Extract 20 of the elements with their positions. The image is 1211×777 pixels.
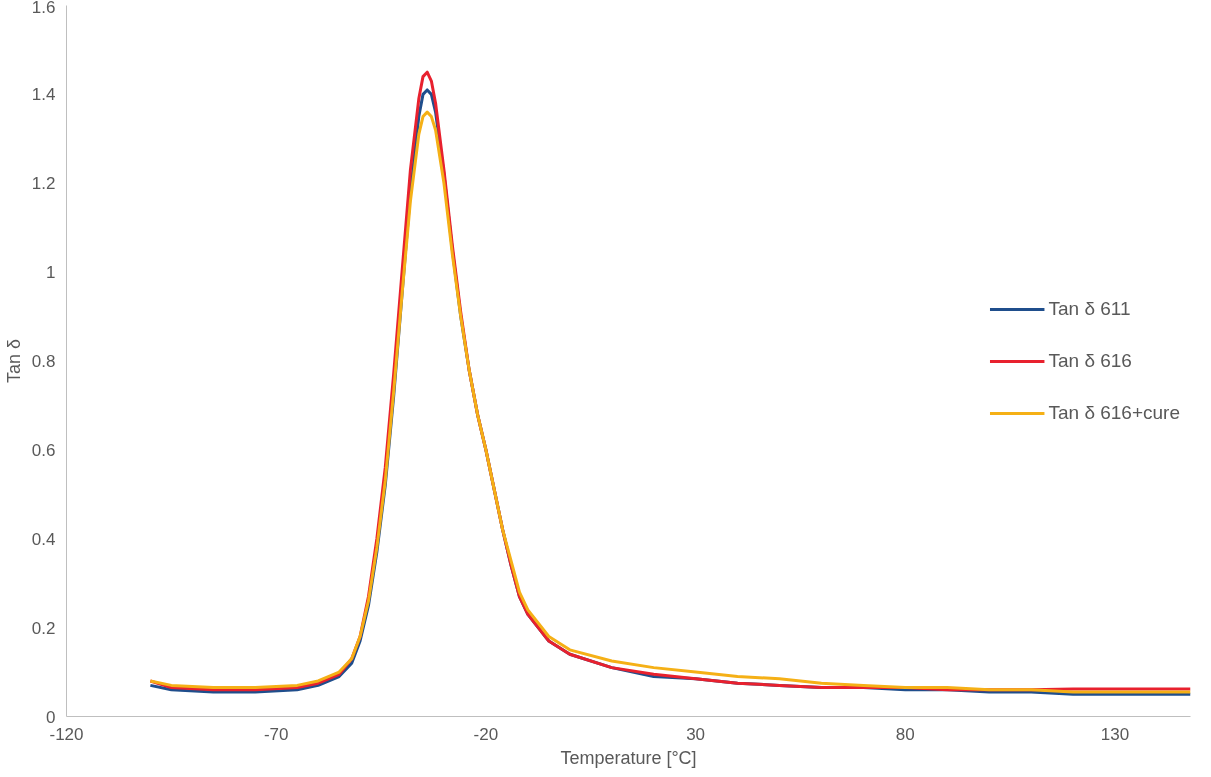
y-axis-title: Tan δ xyxy=(3,338,24,384)
x-tick-label: -70 xyxy=(263,724,289,744)
y-tick-label: 0.4 xyxy=(31,529,56,549)
y-tick-label: 0.8 xyxy=(31,352,56,371)
legend-label: Tan δ 611 xyxy=(1048,297,1131,320)
y-tick-label: 1.4 xyxy=(31,85,56,105)
y-tick-label: 1.2 xyxy=(31,174,56,194)
legend-label: Tan δ 616+cure xyxy=(1048,401,1180,424)
x-tick-label: -20 xyxy=(473,724,499,744)
y-tick-label: 0.2 xyxy=(31,618,56,638)
x-axis-title: Temperature [°C] xyxy=(560,747,697,768)
x-tick-label: 130 xyxy=(1100,724,1130,744)
y-tick-label: 0 xyxy=(46,707,56,727)
x-tick-label: -120 xyxy=(49,724,84,744)
x-tick-label: 30 xyxy=(686,724,706,744)
legend-label: Tan δ 616 xyxy=(1048,349,1132,372)
x-tick-label: 80 xyxy=(895,724,915,744)
y-tick-label: 1.6 xyxy=(31,0,56,17)
y-tick-label: 1 xyxy=(46,263,56,283)
y-tick-label: 0.6 xyxy=(31,440,56,460)
